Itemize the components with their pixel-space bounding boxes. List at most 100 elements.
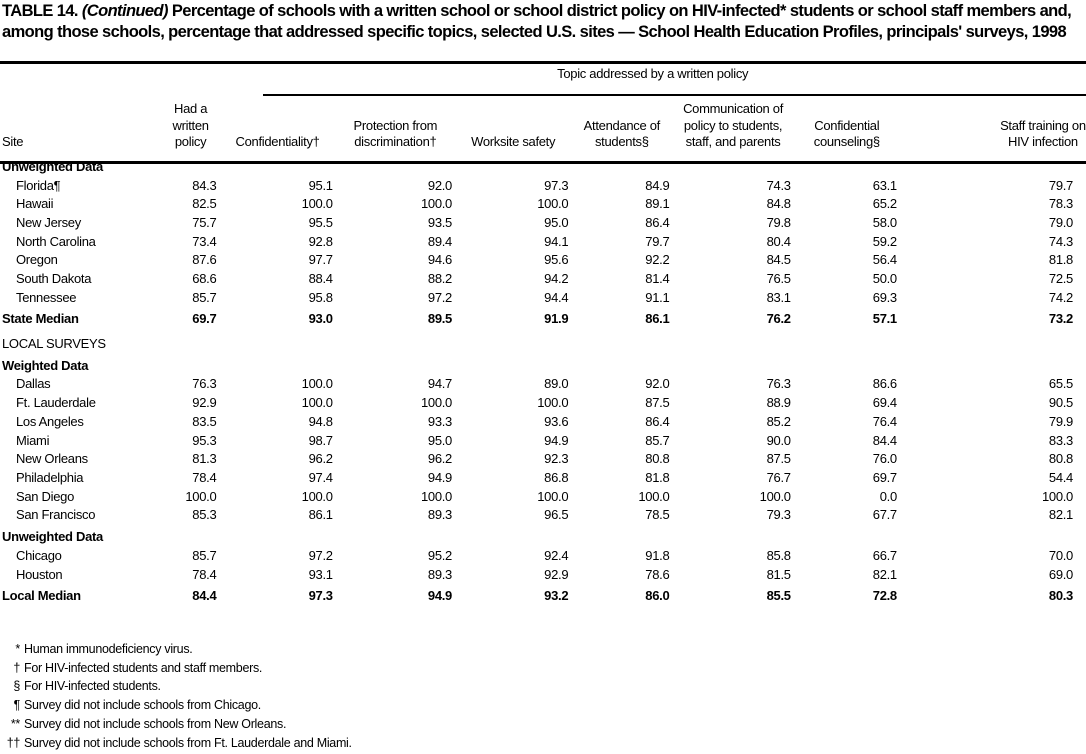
cell-attendance-of-students: 87.5 <box>645 395 670 411</box>
cell-protection-from-discrimination: 97.2 <box>427 289 452 305</box>
footnote-mark: * <box>15 642 20 656</box>
cell-protection-from-discrimination: 94.9 <box>427 469 452 485</box>
cell-communication-of-policy: 88.9 <box>766 395 791 411</box>
cell-protection-from-discrimination: 94.6 <box>427 252 452 268</box>
median-staff-training: 73.2 <box>1048 311 1073 327</box>
median-confidentiality: 97.3 <box>308 588 333 604</box>
cell-confidentiality: 94.8 <box>308 413 333 429</box>
table-row: Florida¶ 84.3 95.1 92.0 97.3 84.9 74.3 63.1 79.7 <box>0 177 1086 196</box>
cell-attendance-of-students: 91.1 <box>645 289 670 305</box>
table-row: Ft. Lauderdale 92.9 100.0 100.0 100.0 87.5 88.… <box>0 394 1086 413</box>
cell-communication-of-policy: 85.2 <box>766 413 791 429</box>
cell-confidentiality: 95.8 <box>308 289 333 305</box>
cell-staff-training: 83.3 <box>1048 432 1073 448</box>
cell-worksite-safety: 92.4 <box>544 548 569 564</box>
cell-confidentiality: 86.1 <box>308 507 333 523</box>
cell-had-written-policy: 75.7 <box>192 214 217 230</box>
footnote-text: Survey did not include schools from Ft. … <box>24 735 352 750</box>
cell-protection-from-discrimination: 89.3 <box>427 566 452 582</box>
median-confidential-counseling: 72.8 <box>872 588 897 604</box>
footnote-mark: ¶ <box>13 698 21 713</box>
median-attendance-of-students: 86.0 <box>645 588 670 604</box>
footnote-text: For HIV-infected students. <box>24 679 161 694</box>
cell-communication-of-policy: 84.5 <box>766 252 791 268</box>
continued-label: (Continued) <box>81 2 169 20</box>
median-attendance-of-students: 86.1 <box>645 311 670 327</box>
cell-attendance-of-students: 92.2 <box>645 252 670 268</box>
cell-attendance-of-students: 78.5 <box>645 507 670 523</box>
cell-confidentiality: 95.5 <box>308 214 333 230</box>
site-name: Florida¶ <box>16 177 61 193</box>
table-row: Hawaii 82.5 100.0 100.0 100.0 89.1 84.8 65.2 78.… <box>0 195 1086 214</box>
cell-confidential-counseling: 76.4 <box>872 413 897 429</box>
column-header-protection-from-discrimination: Protection from discrimination† <box>353 117 438 150</box>
cell-communication-of-policy: 79.8 <box>766 214 791 230</box>
cell-attendance-of-students: 81.8 <box>645 469 670 485</box>
median-worksite-safety: 93.2 <box>544 588 569 604</box>
section-header-row: LOCAL SURVEYS <box>0 331 1086 353</box>
cell-confidentiality: 92.8 <box>308 233 333 249</box>
cell-protection-from-discrimination: 94.7 <box>427 376 452 392</box>
cell-confidential-counseling: 82.1 <box>872 566 897 582</box>
cell-had-written-policy: 84.3 <box>192 177 217 193</box>
cell-worksite-safety: 92.9 <box>544 566 569 582</box>
cell-had-written-policy: 83.5 <box>192 413 217 429</box>
site-name: Dallas <box>16 376 51 392</box>
site-name: Ft. Lauderdale <box>16 395 96 411</box>
cell-had-written-policy: 87.6 <box>192 252 217 268</box>
cell-confidential-counseling: 58.0 <box>872 214 897 230</box>
table-row: New Orleans 81.3 96.2 96.2 92.3 80.8 87.5 76.0 8… <box>0 450 1086 469</box>
cell-protection-from-discrimination: 93.5 <box>427 214 452 230</box>
cell-staff-training: 82.1 <box>1048 507 1073 523</box>
cell-confidentiality: 93.1 <box>308 566 333 582</box>
cell-staff-training: 78.3 <box>1048 196 1073 212</box>
footnote-text: Survey did not include schools from New … <box>24 716 287 731</box>
median-row: Local Median 84.4 97.3 94.9 93.2 86.0 85.5 72.8… <box>0 584 1086 608</box>
cell-staff-training: 79.7 <box>1048 177 1073 193</box>
cell-worksite-safety: 100.0 <box>537 196 569 212</box>
cell-confidential-counseling: 63.1 <box>872 177 897 193</box>
cell-communication-of-policy: 85.8 <box>766 548 791 564</box>
cell-communication-of-policy: 76.7 <box>766 469 791 485</box>
column-header-communication-of-policy: Communication of policy to students, sta… <box>683 101 784 149</box>
footnote: †† Survey did not include schools from Ft… <box>0 734 352 753</box>
median-label: State Median <box>2 311 79 327</box>
footnote: * Human immunodeficiency virus. <box>0 640 352 659</box>
cell-confidential-counseling: 66.7 <box>872 548 897 564</box>
cell-confidentiality: 100.0 <box>301 488 333 504</box>
cell-worksite-safety: 100.0 <box>537 395 569 411</box>
table-row: Dallas 76.3 100.0 94.7 89.0 92.0 76.3 86.6 65.5 <box>0 375 1086 394</box>
cell-attendance-of-students: 89.1 <box>645 196 670 212</box>
cell-had-written-policy: 73.4 <box>192 233 217 249</box>
cell-staff-training: 72.5 <box>1048 271 1073 287</box>
column-header-worksite-safety: Worksite safety <box>471 134 556 149</box>
site-name: South Dakota <box>16 271 92 287</box>
site-name: Miami <box>16 432 50 448</box>
cell-worksite-safety: 100.0 <box>537 488 569 504</box>
cell-confidential-counseling: 0.0 <box>879 488 897 504</box>
table-row: North Carolina 73.4 92.8 89.4 94.1 79.7 80.4 59… <box>0 233 1086 252</box>
cell-communication-of-policy: 100.0 <box>759 488 791 504</box>
cell-attendance-of-students: 91.8 <box>645 548 670 564</box>
table-title: TABLE 14. (Continued) Percentage of scho… <box>0 0 1086 61</box>
footnote-mark: § <box>13 679 20 694</box>
cell-confidential-counseling: 50.0 <box>872 271 897 287</box>
cell-confidential-counseling: 86.6 <box>872 376 897 392</box>
cell-staff-training: 100.0 <box>1041 488 1073 504</box>
section-label: Unweighted Data <box>2 158 103 174</box>
cell-worksite-safety: 95.0 <box>544 214 569 230</box>
footnote-mark: ** <box>10 716 20 731</box>
column-header-confidentiality: Confidentiality† <box>235 134 320 149</box>
header-bottom-rule <box>0 161 1086 164</box>
topic-group-header: Topic addressed by a written policy <box>557 66 749 81</box>
site-name: San Diego <box>16 488 75 504</box>
cell-communication-of-policy: 76.3 <box>766 376 791 392</box>
data-table: Topic addressed by a written policy Site H… <box>0 66 1086 608</box>
cell-attendance-of-students: 86.4 <box>645 413 670 429</box>
cell-protection-from-discrimination: 93.3 <box>427 413 452 429</box>
cell-protection-from-discrimination: 96.2 <box>427 451 452 467</box>
column-header-staff-training: Staff training on HIV infection <box>1000 117 1086 150</box>
cell-confidential-counseling: 59.2 <box>872 233 897 249</box>
cell-staff-training: 69.0 <box>1048 566 1073 582</box>
